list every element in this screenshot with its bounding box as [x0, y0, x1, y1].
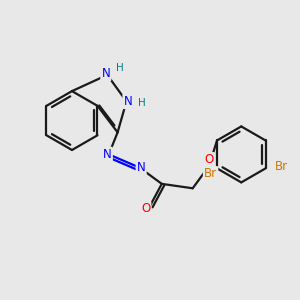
Text: O: O [204, 153, 214, 166]
Text: H: H [116, 63, 124, 74]
Text: N: N [124, 95, 132, 108]
Text: N: N [101, 67, 110, 80]
Text: H: H [138, 98, 146, 108]
Text: N: N [137, 161, 146, 174]
Text: Br: Br [204, 167, 217, 180]
Text: N: N [103, 148, 112, 161]
Text: O: O [141, 202, 150, 215]
Text: Br: Br [275, 160, 288, 173]
